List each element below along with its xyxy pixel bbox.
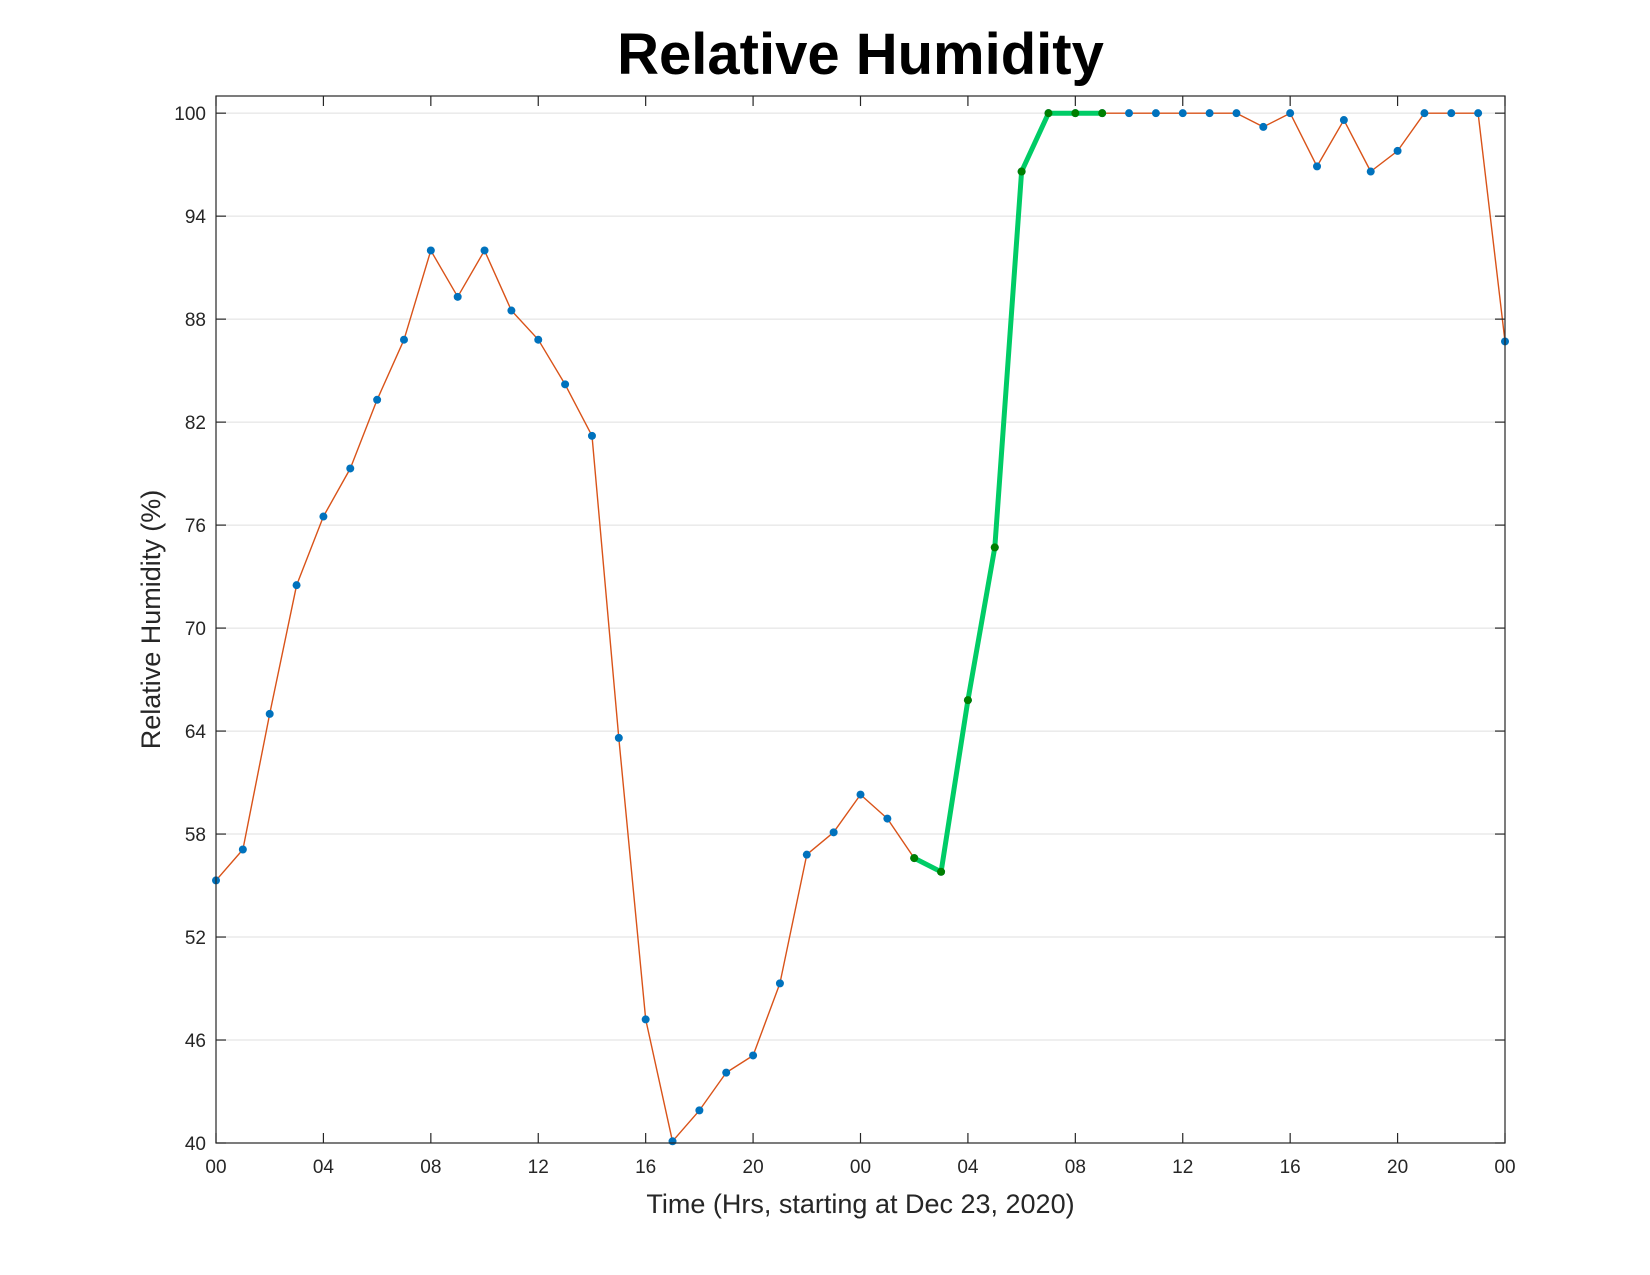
data-point xyxy=(319,512,328,521)
x-tick-label: 20 xyxy=(743,1157,764,1178)
highlight-point xyxy=(1098,109,1107,118)
highlight-point xyxy=(1017,167,1026,176)
highlight-line xyxy=(911,110,1105,875)
highlight-point xyxy=(1044,109,1053,118)
data-point xyxy=(1232,109,1241,118)
data-point xyxy=(1447,109,1456,118)
data-point xyxy=(1313,162,1322,171)
ticks: 40 46 52 58 64 70 76 82 88 94 100 00 04 08 12 16 20 00 04 0… xyxy=(174,96,1516,1178)
highlight-point xyxy=(937,867,946,876)
data-point xyxy=(695,1106,704,1115)
data-point xyxy=(1178,109,1187,118)
y-tick-label: 100 xyxy=(174,104,206,125)
y-tick-label: 82 xyxy=(185,413,206,434)
data-point xyxy=(829,828,838,837)
data-point xyxy=(265,709,274,718)
y-tick-label: 88 xyxy=(185,310,206,331)
x-tick-label: 00 xyxy=(205,1157,226,1178)
y-tick-label: 64 xyxy=(185,722,207,743)
data-point xyxy=(1286,109,1295,118)
data-point xyxy=(346,464,355,473)
data-point xyxy=(507,306,516,315)
x-tick-label: 00 xyxy=(1494,1157,1515,1178)
data-point xyxy=(883,814,892,823)
data-point xyxy=(722,1068,731,1077)
data-point xyxy=(749,1051,758,1060)
x-tick-label: 20 xyxy=(1387,1157,1408,1178)
data-point xyxy=(641,1015,650,1024)
data-point xyxy=(238,845,247,854)
data-point xyxy=(1259,122,1268,131)
data-point xyxy=(1474,109,1483,118)
data-point xyxy=(1393,146,1402,155)
data-point xyxy=(373,395,382,404)
data-point xyxy=(1339,116,1348,125)
y-axis-label: Relative Humidity (%) xyxy=(136,490,166,750)
data-point xyxy=(802,850,811,859)
x-tick-label: 04 xyxy=(313,1157,335,1178)
data-point xyxy=(1366,167,1375,176)
y-tick-label: 94 xyxy=(185,207,207,228)
x-tick-label: 08 xyxy=(1065,1157,1086,1178)
data-point xyxy=(668,1137,677,1146)
data-point xyxy=(1125,109,1134,118)
x-tick-label: 04 xyxy=(957,1157,979,1178)
data-point xyxy=(399,335,408,344)
data-point xyxy=(856,790,865,799)
y-tick-label: 46 xyxy=(185,1031,206,1052)
x-tick-label: 08 xyxy=(420,1157,441,1178)
data-point xyxy=(587,431,596,440)
data-point xyxy=(480,246,489,255)
x-tick-label: 12 xyxy=(528,1157,549,1178)
highlight-point xyxy=(990,543,999,552)
y-tick-label: 52 xyxy=(185,928,206,949)
x-tick-label: 00 xyxy=(850,1157,871,1178)
y-tick-label: 70 xyxy=(185,619,206,640)
data-point xyxy=(292,581,301,590)
series-layer xyxy=(212,109,1509,1146)
y-tick-label: 76 xyxy=(185,516,206,537)
data-point xyxy=(453,292,462,301)
data-point xyxy=(1420,109,1429,118)
data-point xyxy=(534,335,543,344)
data-point xyxy=(426,246,435,255)
humidity-line xyxy=(215,112,1506,1143)
grid xyxy=(216,112,1505,1144)
data-point xyxy=(614,733,623,742)
x-tick-label: 16 xyxy=(635,1157,656,1178)
x-tick-label: 12 xyxy=(1172,1157,1193,1178)
x-tick-label: 16 xyxy=(1280,1157,1301,1178)
y-tick-label: 58 xyxy=(185,825,206,846)
y-tick-label: 40 xyxy=(185,1134,206,1155)
x-axis-label: Time (Hrs, starting at Dec 23, 2020) xyxy=(646,1189,1074,1219)
axes-frame xyxy=(215,95,1506,1144)
highlight-point xyxy=(910,854,919,863)
data-point xyxy=(1151,109,1160,118)
data-point xyxy=(561,380,570,389)
highlight-point xyxy=(963,696,972,705)
data-point xyxy=(775,979,784,988)
data-point xyxy=(1205,109,1214,118)
chart-title: Relative Humidity xyxy=(617,22,1104,87)
highlight-point xyxy=(1071,109,1080,118)
